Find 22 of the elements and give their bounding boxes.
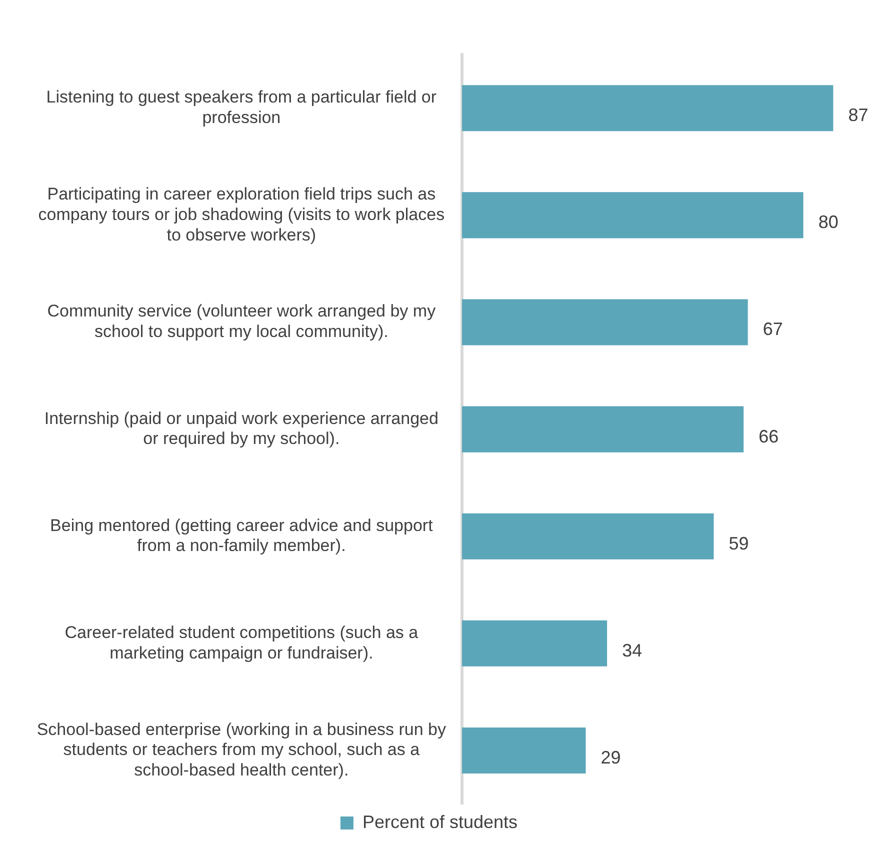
y-tick-label: School-based enterprise (working in a business run by students or teachers from my school, such as a school-based health center). [36, 720, 446, 780]
data-label: 29 [600, 747, 621, 768]
y-tick-label: Being mentored (getting career advice and support from a non-family member). [50, 516, 434, 556]
y-tick-label: Participating in career exploration field trips such as company tours or job shadowing (visits to work places to observe workers) [38, 184, 445, 244]
y-tick-label: Community service (volunteer work arranged by my school to support my local community). [47, 302, 436, 342]
legend-label: Percent of students [362, 812, 518, 832]
y-tick-label: Internship (paid or unpaid work experience arranged or required by my school). [44, 408, 438, 448]
bar [462, 620, 608, 666]
data-label: 66 [758, 426, 779, 446]
data-label: 34 [622, 640, 642, 660]
bar [462, 85, 834, 132]
data-label: 67 [762, 319, 783, 340]
bar [462, 513, 714, 560]
bar [462, 406, 744, 452]
bar [462, 727, 586, 774]
data-label: 87 [848, 105, 868, 126]
data-label: 59 [728, 533, 749, 554]
bar [462, 299, 748, 346]
y-tick-label: Listening to guest speakers from a particular field or profession [46, 88, 437, 128]
y-tick-label: Career-related student competitions (such as a marketing campaign or fundraiser). [64, 622, 419, 662]
bar [462, 192, 804, 238]
data-label: 80 [818, 212, 838, 232]
